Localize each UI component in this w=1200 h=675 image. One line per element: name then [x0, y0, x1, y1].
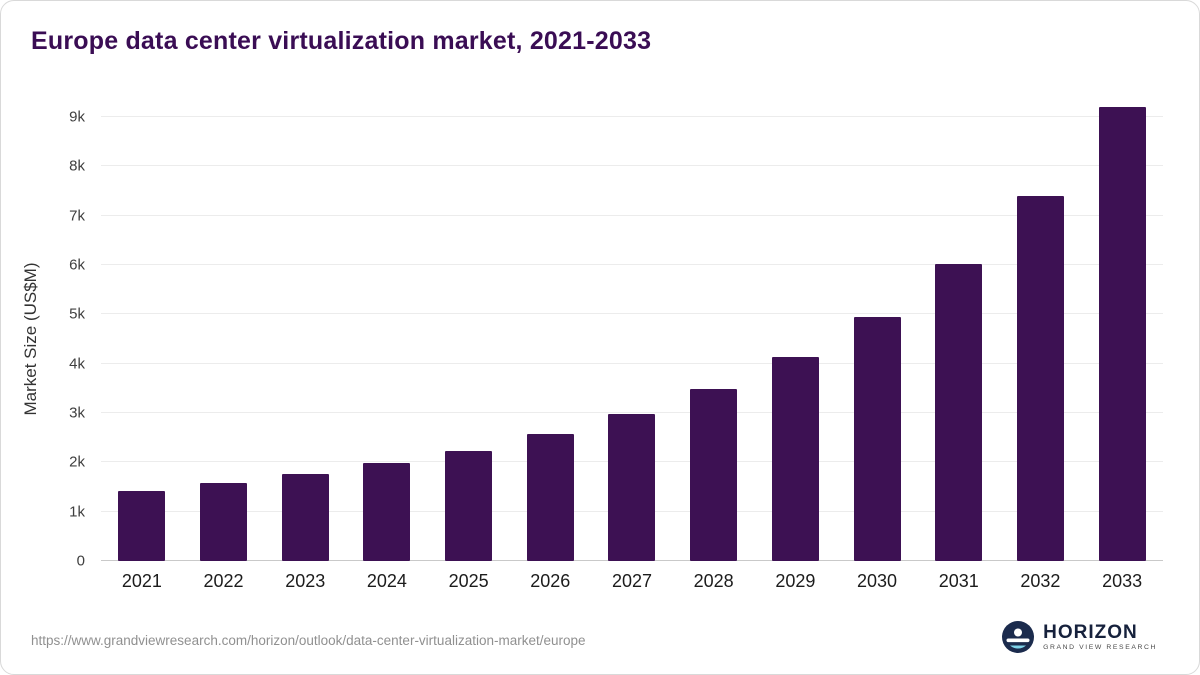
bar-2027: [608, 414, 656, 561]
bar-slot: [1081, 107, 1163, 561]
gridline: [101, 313, 1163, 315]
horizon-logo-subbrand: GRAND VIEW RESEARCH: [1043, 643, 1157, 651]
x-axis-label: 2024: [366, 571, 407, 591]
gridline: [101, 412, 1163, 414]
bar-2030: [853, 316, 901, 561]
gridline: [101, 264, 1163, 266]
y-tick-label: 2k: [69, 453, 85, 471]
y-tick-label: 8k: [69, 157, 85, 175]
x-axis-label: 2025: [448, 571, 489, 591]
bar-slot: [183, 117, 265, 561]
bar-2028: [690, 388, 738, 561]
y-axis-title: Market Size (US$M): [21, 262, 40, 416]
y-tick-label: 4k: [69, 355, 85, 373]
bar-slot: [755, 117, 837, 561]
bar-slot: [509, 117, 591, 561]
gridline: [101, 362, 1163, 364]
y-tick-label: 6k: [69, 256, 85, 274]
horizon-logo: HORIZON GRAND VIEW RESEARCH: [1002, 621, 1157, 653]
bars-group: [101, 107, 1163, 561]
bar-slot: [264, 117, 346, 561]
bar-slot: [836, 117, 918, 561]
bar-2024: [363, 463, 411, 561]
horizon-logo-text: HORIZON GRAND VIEW RESEARCH: [1043, 623, 1157, 652]
x-axis-label: 2022: [203, 571, 244, 591]
bar-slot: [101, 117, 183, 561]
y-tick-label: 9k: [69, 108, 85, 126]
plot-area: 0 1k 2k 3k 4k 5k 6k 7k 8k 9k: [69, 107, 1163, 570]
bar-slot: [346, 117, 428, 561]
bar-2021: [118, 490, 166, 561]
gridline: [101, 214, 1163, 216]
x-axis-label: 2032: [1020, 571, 1061, 591]
x-axis-labels: 2021 2022 2023 2024 2025 2026 2027 2028 2029 2030…: [101, 571, 1163, 592]
x-axis-label: 2023: [285, 571, 326, 591]
x-axis-label: 2028: [693, 571, 734, 591]
x-axis-label: 2033: [1102, 571, 1143, 591]
y-tick-label: 7k: [69, 207, 85, 225]
gridline: [101, 165, 1163, 167]
x-axis-label: 2031: [938, 571, 979, 591]
bar-2023: [281, 474, 329, 561]
x-axis-label: 2029: [775, 571, 816, 591]
bar-2032: [1016, 195, 1064, 561]
bar-slot: [673, 117, 755, 561]
y-tick-label: 0: [76, 552, 85, 570]
source-url: https://www.grandviewresearch.com/horizo…: [31, 633, 586, 648]
bar-2026: [526, 434, 574, 561]
x-axis-label: 2021: [121, 571, 162, 591]
gridline: [101, 116, 1163, 117]
x-axis-label: 2030: [857, 571, 898, 591]
bar-slot: [591, 117, 673, 561]
y-tick-label: 3k: [69, 404, 85, 422]
y-tick-label: 5k: [69, 305, 85, 323]
bar-slot: [428, 117, 510, 561]
bar-slot: [1000, 117, 1082, 561]
horizon-logo-icon: [1002, 621, 1035, 653]
bar-2031: [935, 264, 983, 561]
bar-slot: [918, 117, 1000, 561]
bar-2033: [1098, 107, 1146, 561]
x-axis-label: 2027: [611, 571, 652, 591]
chart-title: Europe data center virtualization market…: [31, 27, 652, 55]
bar-2025: [445, 450, 493, 561]
bar-2029: [771, 356, 819, 561]
bar-2022: [200, 482, 248, 561]
y-tick-label: 1k: [69, 503, 85, 521]
horizon-logo-brand: HORIZON: [1043, 621, 1138, 643]
x-axis-label: 2026: [530, 571, 571, 591]
